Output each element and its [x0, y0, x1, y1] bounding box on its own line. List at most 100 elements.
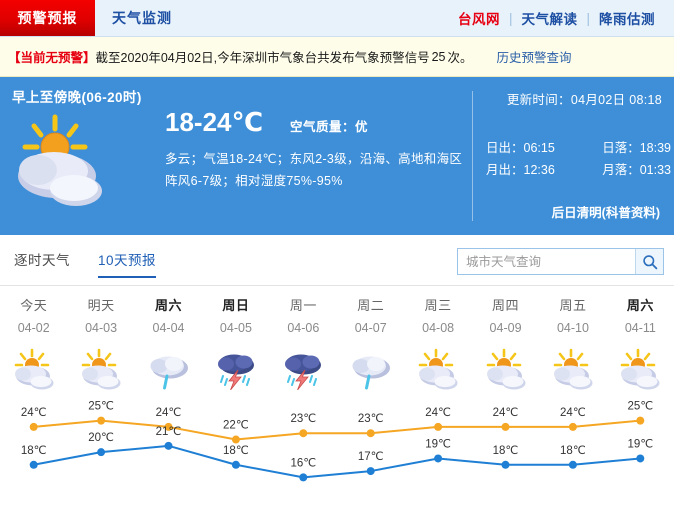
footer-spacer: [0, 497, 674, 510]
day-date: 04-11: [624, 321, 656, 335]
current-weather-right: 更新时间：04月02日 08:18 日出：06:15 日落：18:39 月出：1…: [472, 77, 674, 235]
temperature-label: 20℃: [88, 432, 114, 444]
forecast-icon-cell: [337, 344, 404, 394]
sunset-value: 18:39: [639, 141, 671, 155]
day-date: 04-08: [422, 321, 455, 335]
temperature-point: [29, 422, 38, 431]
forecast-day-header[interactable]: 周日 04-05: [202, 286, 269, 346]
thunderstorm-icon: [217, 354, 254, 390]
forecast-day-header[interactable]: 周二 04-07: [337, 286, 404, 346]
temperature-point: [164, 422, 173, 431]
air-quality: 空气质量：优: [290, 116, 368, 135]
day-date: 04-07: [354, 321, 387, 335]
top-navigation: 预警预报 天气监测 台风网 | 天气解读 | 降雨估测: [0, 0, 674, 37]
temperature-point: [231, 435, 240, 444]
weather-description-line2: 阵风6-7级；相对湿度75%-95%: [165, 174, 343, 188]
temperature-label: 24℃: [560, 407, 586, 419]
temperature-line-high: [32, 419, 642, 441]
day-date: 04-09: [489, 321, 522, 335]
tab-weather-monitor[interactable]: 天气监测: [112, 10, 172, 26]
sunrise-label: 日出：: [486, 141, 524, 155]
search-button[interactable]: [635, 249, 663, 274]
moonrise-value: 12:36: [523, 163, 555, 177]
moonrise-label: 月出：: [486, 163, 524, 177]
day-date: 04-10: [556, 321, 589, 335]
temperature-label: 18℃: [560, 445, 586, 457]
forecast-icon-cell: [472, 344, 539, 394]
link-weather-interpretation[interactable]: 天气解读: [521, 12, 578, 27]
temperature-label: 16℃: [290, 457, 316, 469]
tab-alert-forecast[interactable]: 预警预报: [0, 0, 95, 36]
forecast-icon-row: [0, 344, 674, 394]
temperature-label: 23℃: [358, 413, 384, 425]
day-name: 周日: [222, 298, 250, 313]
tab-ten-day-forecast[interactable]: 10天预报: [98, 249, 157, 278]
forecast-icon-cell: [202, 344, 269, 394]
sunrise-value: 06:15: [523, 141, 555, 155]
temperature-label: 18℃: [223, 445, 249, 457]
city-search-box[interactable]: [457, 248, 664, 275]
forecast-icon-cell: [607, 344, 674, 394]
forecast-day-header[interactable]: 周三 04-08: [404, 286, 471, 346]
temperature-point: [366, 429, 375, 438]
link-separator-1: |: [508, 10, 513, 26]
search-input[interactable]: [458, 249, 635, 274]
temperature-label: 25℃: [627, 401, 653, 413]
forecast-day-header[interactable]: 今天 04-02: [0, 286, 67, 346]
temperature-point: [636, 454, 645, 463]
sun-cloud-icon: [486, 348, 526, 390]
top-links: 台风网 | 天气解读 | 降雨估测: [449, 0, 664, 36]
sun-cloud-icon: [14, 113, 119, 208]
forecast-day-headers: 今天 04-02 明天 04-03 周六 04-04 周日 04-05 周一 04-06 周二 04-…: [0, 286, 674, 346]
link-rainfall-estimation[interactable]: 降雨估测: [599, 12, 655, 27]
temperature-label: 17℃: [358, 451, 384, 463]
history-alert-query-link[interactable]: 历史预警查询: [496, 51, 572, 65]
moonrise: 月出：12:36: [486, 159, 555, 178]
update-time-label: 更新时间：: [506, 93, 571, 107]
sunset-label: 日落：: [602, 141, 640, 155]
temperature-point: [97, 416, 106, 425]
tab-hourly-weather[interactable]: 逐时天气: [14, 253, 70, 268]
hero-divider: [472, 91, 473, 221]
aqi-value: 优: [355, 120, 369, 134]
forecast-icon-cell: [0, 344, 67, 394]
forecast-day-header[interactable]: 周五 04-10: [539, 286, 606, 346]
sun-cloud-icon: [553, 348, 593, 390]
festival-link[interactable]: 后日清明(科普资料): [551, 206, 660, 220]
day-name: 周六: [155, 298, 183, 313]
temperature-point: [231, 460, 240, 469]
temperature-label: 24℃: [156, 407, 182, 419]
alert-bar: 【当前无预警】 截至2020年04月02日,今年深圳市气象台共发布气象预警信号 …: [0, 37, 674, 77]
forecast-day-header[interactable]: 周六 04-11: [607, 286, 674, 346]
temperature-point: [299, 429, 308, 438]
day-name: 周一: [289, 298, 317, 313]
temperature-label: 19℃: [627, 438, 653, 450]
forecast-day-header[interactable]: 明天 04-03: [67, 286, 134, 346]
forecast-icon-cell: [67, 344, 134, 394]
alert-message: 截至2020年04月02日,今年深圳市气象台共发布气象预警信号: [95, 51, 430, 65]
moon-times-row: 月出：12:36 月落：01:33: [486, 159, 671, 178]
temperature-point: [299, 473, 308, 482]
temperature-point: [568, 422, 577, 431]
link-separator-2: |: [586, 10, 590, 26]
temperature-point: [636, 416, 645, 425]
forecast-day-header[interactable]: 周六 04-04: [135, 286, 202, 346]
forecast-icon-cell: [270, 344, 337, 394]
temperature-chart: 24℃ 25℃ 24℃ 22℃ 23℃ 23℃ 24℃ 24℃ 24℃ 25℃ 18℃ 20℃ 21℃ 1…: [0, 394, 674, 504]
ten-day-forecast: 今天 04-02 明天 04-03 周六 04-04 周日 04-05 周一 04-06 周二 04-…: [0, 285, 674, 511]
sun-cloud-icon: [14, 348, 54, 390]
forecast-icon-cell: [539, 344, 606, 394]
temperature-label: 21℃: [156, 426, 182, 438]
current-weather-panel: 早上至傍晚(06-20时): [0, 77, 674, 235]
day-date: 04-02: [17, 321, 50, 335]
temperature-label: 18℃: [493, 445, 519, 457]
period-title: 早上至傍晚(06-20时): [12, 90, 142, 105]
day-name: 周五: [559, 298, 587, 313]
link-typhoon-net[interactable]: 台风网: [457, 12, 500, 27]
temperature-label: 25℃: [88, 401, 114, 413]
temperature-point: [97, 448, 106, 457]
forecast-day-header[interactable]: 周一 04-06: [270, 286, 337, 346]
forecast-day-header[interactable]: 周四 04-09: [472, 286, 539, 346]
weather-description-line1: 多云；气温18-24℃；东风2-3级，沿海、高地和海区: [165, 152, 463, 166]
day-date: 04-06: [287, 321, 320, 335]
